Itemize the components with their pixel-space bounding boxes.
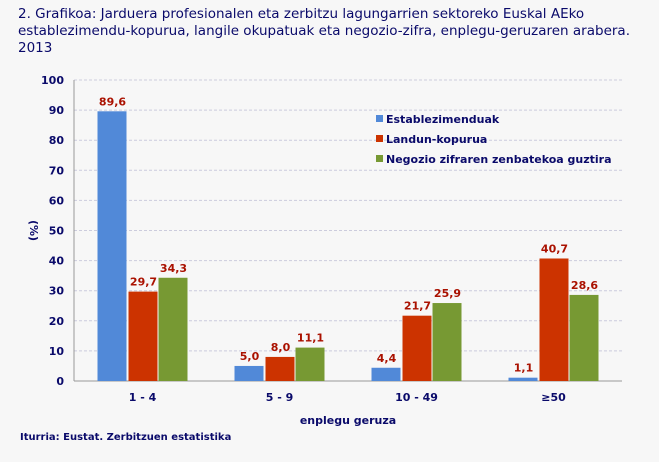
data-label: 40,7 <box>541 242 568 255</box>
data-label: 5,0 <box>240 350 260 363</box>
legend-swatch <box>376 155 383 162</box>
legend-swatch <box>376 135 383 142</box>
y-tick-label: 100 <box>41 74 64 87</box>
bar-landun-kopurua <box>128 291 158 381</box>
legend-label: Establezimenduak <box>386 113 500 126</box>
bar-negozio-zifraren-zenbatekoa-guztira <box>569 294 599 381</box>
data-label: 4,4 <box>377 352 397 365</box>
x-tick-label: 5 - 9 <box>266 391 294 404</box>
y-tick-label: 40 <box>49 255 65 268</box>
x-tick-label: 1 - 4 <box>129 391 157 404</box>
x-tick-label: ≥50 <box>541 391 566 404</box>
legend-label: Landun-kopurua <box>386 133 487 146</box>
data-label: 89,6 <box>99 95 126 108</box>
y-tick-label: 90 <box>49 104 65 117</box>
bar-negozio-zifraren-zenbatekoa-guztira <box>158 277 188 381</box>
bar-establezimenduak <box>371 367 401 381</box>
y-tick-label: 0 <box>56 375 64 388</box>
y-axis-label: (%) <box>27 220 40 241</box>
data-label: 8,0 <box>271 341 291 354</box>
y-tick-label: 20 <box>49 315 65 328</box>
y-tick-label: 60 <box>49 194 65 207</box>
bar-establezimenduak <box>508 377 538 381</box>
bar-establezimenduak <box>97 111 127 381</box>
data-label: 11,1 <box>297 332 324 345</box>
y-tick-label: 30 <box>49 285 65 298</box>
data-label: 29,7 <box>130 276 157 289</box>
data-label: 1,1 <box>514 362 534 375</box>
data-label: 34,3 <box>160 262 187 275</box>
bar-landun-kopurua <box>402 315 432 381</box>
y-tick-label: 70 <box>49 164 65 177</box>
x-axis-label: enplegu geruza <box>300 414 396 427</box>
data-label: 25,9 <box>434 287 461 300</box>
bar-landun-kopurua <box>265 356 295 381</box>
chart-title: 2. Grafikoa: Jarduera profesionalen eta … <box>18 6 630 56</box>
y-tick-label: 80 <box>49 134 65 147</box>
legend-label: Negozio zifraren zenbatekoa guztira <box>386 153 612 166</box>
bar-landun-kopurua <box>539 258 569 381</box>
legend-swatch <box>376 115 383 122</box>
bar-negozio-zifraren-zenbatekoa-guztira <box>432 303 462 381</box>
bar-establezimenduak <box>234 365 264 381</box>
source-note: Iturria: Eustat. Zerbitzuen estatistika <box>20 432 232 443</box>
y-tick-label: 10 <box>49 345 65 358</box>
bar-negozio-zifraren-zenbatekoa-guztira <box>295 347 325 381</box>
data-label: 21,7 <box>404 300 431 313</box>
y-tick-label: 50 <box>49 225 65 238</box>
data-label: 28,6 <box>571 279 598 292</box>
x-tick-label: 10 - 49 <box>395 391 438 404</box>
